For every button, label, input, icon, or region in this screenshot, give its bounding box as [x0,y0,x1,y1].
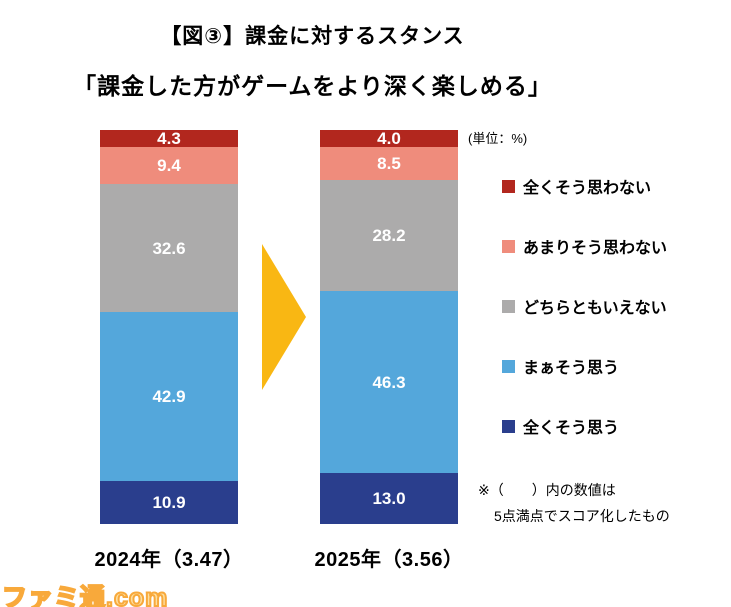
legend-swatch-strongly-agree [502,419,515,433]
legend-item: どちらともいえない [502,295,667,317]
chart-subtitle: 「課金した方がゲームをより深く楽しめる」 [73,73,552,99]
segment-value: 13.0 [372,488,406,508]
bar-segment-agree: 46.3 [320,291,458,473]
chart-title: 【図③】課金に対するスタンス [160,25,465,48]
legend-label: 全くそう思う [523,420,620,437]
segment-value: 28.2 [372,226,406,246]
bar-segment-strongly-agree: 13.0 [320,472,458,524]
legend-item: まぁそう思う [502,355,667,377]
legend-swatch-neutral [502,299,515,313]
legend-label: まぁそう思う [523,360,620,377]
axis-label-2024: 2024年（3.47） [94,549,244,571]
footnote-line: 5点満点でスコア化したもの [494,508,670,524]
bar-segment-neutral: 28.2 [320,180,458,292]
legend-swatch-strongly-disagree [502,179,515,193]
footnote: ※（ ）内の数値は 5点満点でスコア化したもの [478,477,670,529]
axis-label-2025: 2025年（3.56） [314,549,464,571]
stacked-bar-2025: 4.0 8.5 28.2 46.3 13.0 [320,130,458,524]
segment-value: 10.9 [152,493,186,513]
legend-swatch-agree [502,359,515,373]
bar-segment-disagree: 8.5 [320,147,458,181]
bar-segment-strongly-agree: 10.9 [100,481,238,524]
segment-value: 9.4 [157,155,181,175]
famitsu-watermark-logo: ファミ通.com [1,583,169,607]
segment-value: 46.3 [372,372,406,392]
unit-label: (単位：%) [468,131,528,146]
footnote-line: ※（ ）内の数値は [478,482,616,498]
legend-label: あまりそう思わない [523,240,668,257]
legend-swatch-disagree [502,239,515,253]
segment-value: 8.5 [377,154,401,174]
bar-segment-neutral: 32.6 [100,183,238,313]
bar-segment-agree: 42.9 [100,312,238,482]
bar-segment-strongly-disagree: 4.3 [100,130,238,147]
segment-value: 4.0 [377,129,401,148]
legend-item: あまりそう思わない [502,235,667,257]
legend-label: どちらともいえない [523,300,667,317]
legend-item: 全くそう思う [502,415,667,437]
legend: 全くそう思わない あまりそう思わない どちらともいえない まぁそう思う 全くそう… [502,175,667,475]
stacked-bar-2024: 4.3 9.4 32.6 42.9 10.9 [100,130,238,524]
title-block: 【図③】課金に対するスタンス 「課金した方がゲームをより深く楽しめる」 [0,20,625,101]
legend-item: 全くそう思わない [502,175,667,197]
segment-value: 42.9 [152,387,186,407]
bar-segment-strongly-disagree: 4.0 [320,130,458,147]
right-arrow-icon [262,244,306,390]
legend-label: 全くそう思わない [523,180,652,197]
segment-value: 4.3 [157,129,181,148]
bar-segment-disagree: 9.4 [100,147,238,184]
segment-value: 32.6 [152,238,186,258]
